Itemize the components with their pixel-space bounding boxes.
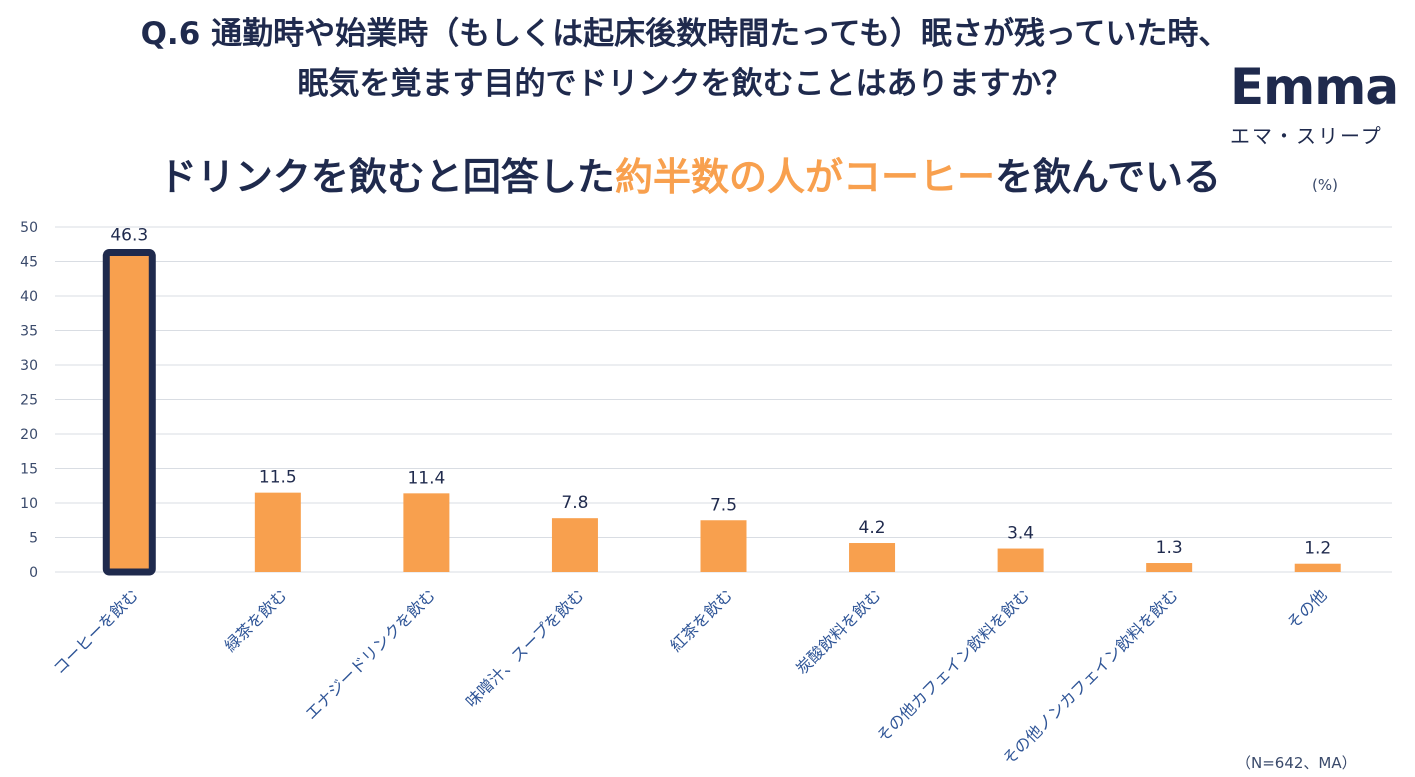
unit-label: (%) [1312,176,1338,194]
y-tick-label: 5 [29,531,38,547]
question-line-2: 眠気を覚ます目的でドリンクを飲むことはありますか？ [297,66,1073,102]
headline-highlight: 約半数の人がコーヒー [614,155,995,199]
data-label: 46.3 [110,226,148,246]
data-label: 1.3 [1156,538,1183,558]
emma-logo: Emma エマ・スリープ [1230,58,1400,150]
category-label: その他 [1283,585,1330,632]
category-label: コーヒーを飲む [49,585,142,678]
category-label: 紅茶を飲む [666,585,736,655]
logo-subtitle: エマ・スリープ [1230,124,1383,148]
headline-part-2: を飲んでいる [994,155,1222,199]
data-label: 7.5 [710,495,737,515]
y-tick-label: 20 [20,427,38,443]
data-label: 1.2 [1304,539,1331,559]
category-label: その他ノンカフェイン飲料を飲む [999,585,1182,768]
chart-headline: ドリンクを飲むと回答した約半数の人がコーヒーを飲んでいる [0,146,1380,201]
y-tick-label: 50 [20,220,38,236]
y-tick-label: 40 [20,289,38,305]
category-label: 緑茶を飲む [221,585,291,655]
y-tick-label: 30 [20,358,38,374]
data-label: 4.2 [859,518,886,538]
logo-wordmark: Emma [1230,58,1399,116]
bar [254,492,301,572]
data-label: 3.4 [1007,524,1034,544]
y-tick-label: 35 [20,324,38,340]
bar [700,520,747,572]
y-tick-label: 25 [20,393,38,409]
y-tick-label: 10 [20,496,38,512]
category-label: その他カフェイン飲料を飲む [873,585,1034,746]
bar [1294,563,1341,572]
sample-note: （N=642、MA） [1236,754,1357,772]
y-tick-label: 0 [29,565,38,581]
data-label: 11.4 [407,468,445,488]
bar [403,493,450,572]
bar [997,548,1044,572]
y-tick-label: 45 [20,255,38,271]
bar-highlighted [102,249,156,576]
data-label: 7.8 [561,493,588,513]
headline-part-1: ドリンクを飲むと回答した [158,155,615,199]
y-tick-label: 15 [20,462,38,478]
bar [551,518,598,572]
bar [849,543,896,572]
category-label: エナジードリンクを飲む [301,585,439,723]
question-line-1: Q.6 通勤時や始業時（もしくは起床後数時間たっても）眠さが残っていた時、 [140,16,1230,52]
category-label: 味噌汁、スープを飲む [462,585,588,711]
category-label: 炭酸飲料を飲む [792,585,885,678]
data-label: 11.5 [259,468,297,488]
bar [1146,563,1193,572]
